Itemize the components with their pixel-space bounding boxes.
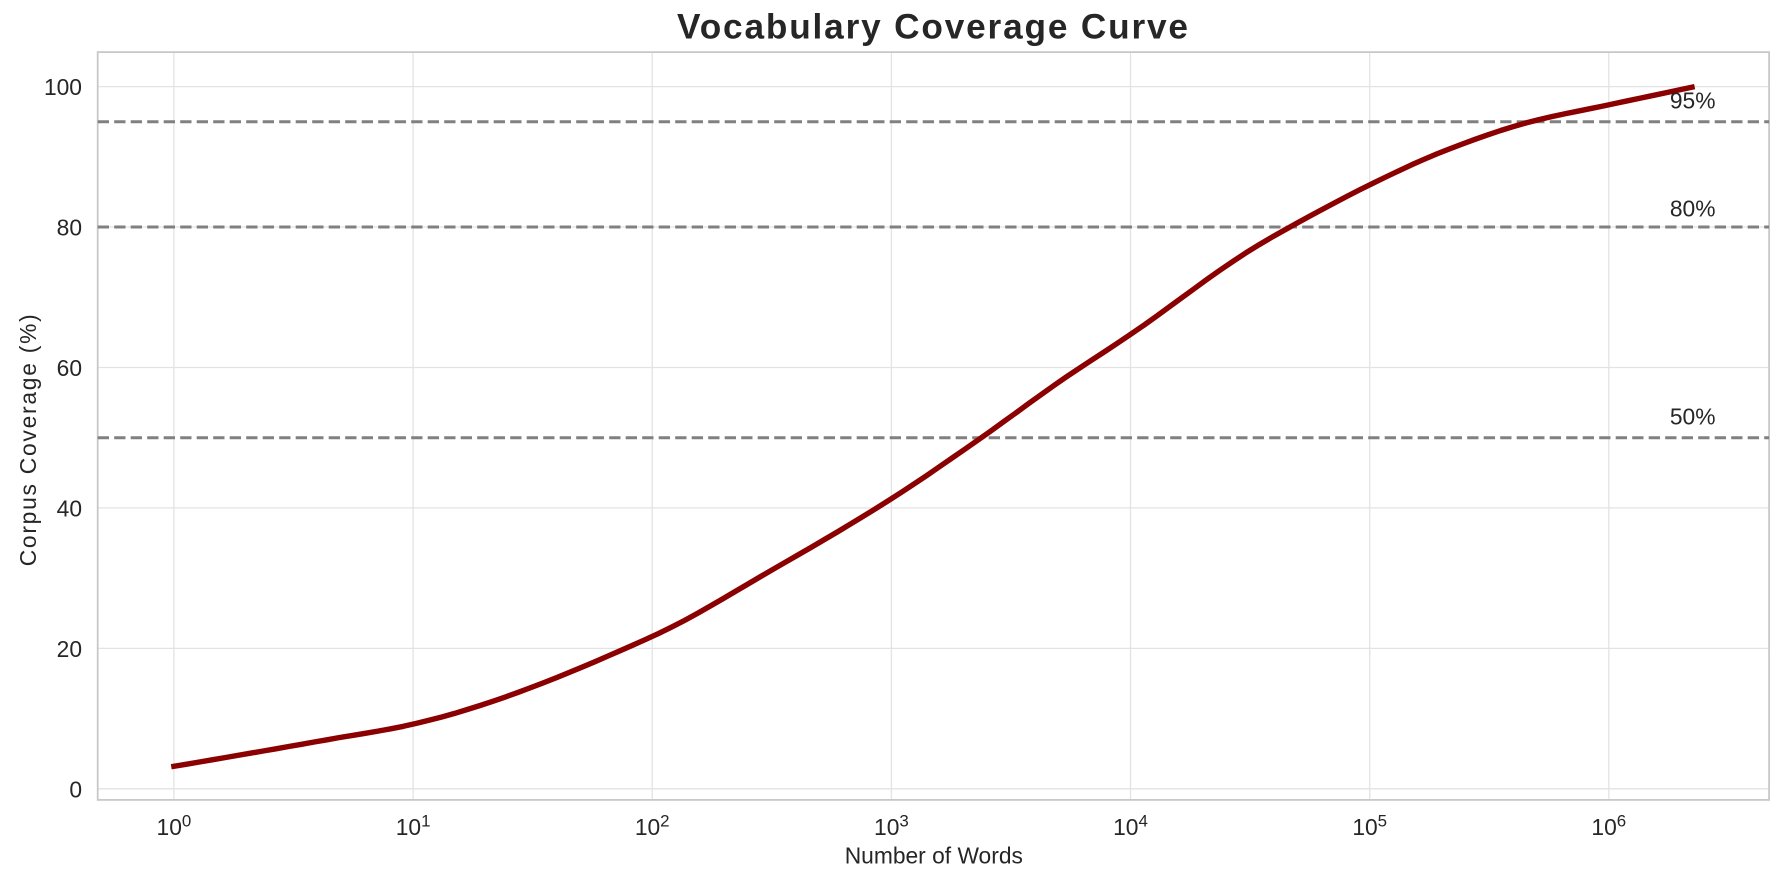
svg-text:20: 20 — [57, 636, 82, 662]
svg-text:100: 100 — [44, 74, 82, 100]
svg-text:95%: 95% — [1670, 87, 1716, 113]
svg-text:Corpus Coverage (%): Corpus Coverage (%) — [15, 314, 41, 566]
svg-text:0: 0 — [69, 776, 82, 802]
svg-text:40: 40 — [57, 496, 82, 522]
svg-text:60: 60 — [57, 355, 82, 381]
svg-text:100: 100 — [157, 812, 192, 840]
svg-text:Vocabulary Coverage Curve: Vocabulary Coverage Curve — [677, 7, 1188, 46]
svg-text:Number of Words: Number of Words — [845, 843, 1023, 869]
svg-text:50%: 50% — [1670, 404, 1716, 430]
svg-text:80: 80 — [57, 215, 82, 241]
svg-text:80%: 80% — [1670, 196, 1716, 222]
